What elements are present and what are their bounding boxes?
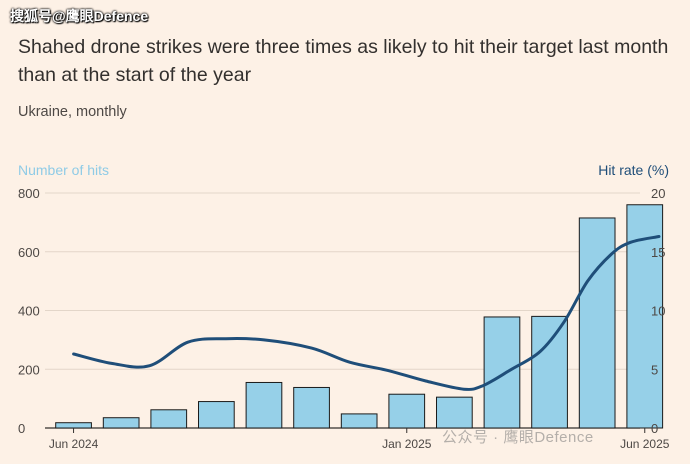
left-tick-label: 600 — [18, 245, 40, 260]
left-tick-label: 200 — [18, 362, 40, 377]
bar-may-2025 — [578, 217, 616, 429]
left-tick-label: 800 — [18, 186, 40, 201]
bars — [55, 204, 664, 429]
bar-feb-2025 — [436, 396, 473, 429]
left-tick-label: 0 — [18, 421, 25, 436]
bar-oct-2024 — [245, 381, 283, 429]
x-tick-label: Jun 2024 — [49, 437, 99, 451]
hit-rate-series-line — [72, 235, 661, 391]
right-axis-ticks: 0 5 10 15 20 — [651, 186, 665, 436]
right-tick-label: 0 — [651, 421, 658, 436]
bar-nov-2024 — [293, 386, 330, 429]
bar-sep-2024 — [198, 401, 235, 429]
watermark-bottom: 公众号 · 鹰眼Defence — [442, 429, 594, 446]
right-axis-title: Hit rate (%) — [598, 162, 669, 178]
left-axis-title: Number of hits — [18, 162, 110, 178]
right-tick-label: 5 — [651, 362, 658, 377]
bar-apr-2025 — [531, 315, 568, 429]
right-tick-label: 20 — [651, 186, 665, 201]
chart-title: Shahed drone strikes were three times as… — [18, 36, 669, 86]
bar-jan-2025 — [388, 393, 426, 429]
bar-jun-2024 — [55, 422, 92, 429]
left-axis-ticks: 0 200 400 600 800 — [18, 186, 40, 436]
bar-aug-2024 — [150, 409, 188, 429]
x-tick-label: Jun 2025 — [620, 437, 670, 451]
watermark-top: 搜狐号@鹰眼Defence — [10, 8, 149, 24]
bar-jul-2024 — [102, 417, 140, 429]
right-tick-label: 15 — [651, 245, 665, 260]
x-axis-ticks: Jun 2024 Jan 2025 Jun 2025 — [49, 428, 670, 451]
bar-mar-2025 — [483, 316, 521, 429]
right-tick-label: 10 — [651, 304, 665, 319]
bar-dec-2024 — [340, 413, 378, 429]
left-tick-label: 400 — [18, 304, 40, 319]
x-tick-label: Jan 2025 — [382, 437, 432, 451]
hit-rate-line — [72, 235, 661, 391]
chart-subtitle: Ukraine, monthly — [18, 104, 127, 120]
